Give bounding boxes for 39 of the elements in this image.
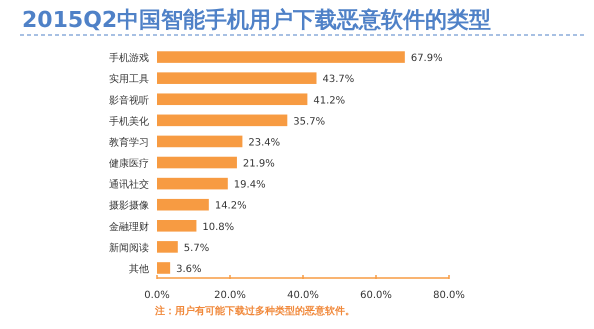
y-tick-label: 通讯社交 — [109, 178, 149, 191]
bar — [157, 93, 308, 106]
x-tick-label: 80.0% — [433, 290, 465, 301]
y-tick-label: 教育学习 — [109, 136, 149, 148]
x-tick-label: 0.0% — [144, 290, 170, 301]
bar — [157, 198, 209, 211]
data-label: 10.8% — [202, 222, 234, 233]
y-tick-label: 其他 — [129, 262, 149, 275]
y-tick-label: 健康医疗 — [109, 158, 149, 170]
y-tick-label: 手机游戏 — [109, 52, 149, 64]
data-label: 23.4% — [248, 137, 280, 148]
data-label: 35.7% — [293, 116, 326, 128]
bar — [157, 241, 178, 253]
x-tick-label: 60.0% — [360, 290, 392, 301]
data-label: 19.4% — [234, 180, 266, 191]
x-tick-label: 20.0% — [214, 290, 246, 301]
y-tick-label: 新闻阅读 — [109, 242, 149, 254]
data-label: 43.7% — [322, 74, 354, 86]
y-tick-label: 手机美化 — [109, 115, 149, 128]
bar — [157, 178, 228, 190]
chart-title: 2015Q2中国智能手机用户下载恶意软件的类型 — [22, 7, 492, 33]
data-label: 3.6% — [176, 264, 202, 275]
y-tick-label: 金融理财 — [109, 220, 149, 233]
data-label: 21.9% — [242, 158, 275, 170]
data-label: 14.2% — [214, 200, 247, 212]
y-tick-label: 影音视听 — [109, 94, 149, 106]
data-label: 41.2% — [313, 95, 346, 106]
x-tick-label: 40.0% — [287, 290, 319, 301]
bar — [157, 220, 196, 232]
bar — [157, 72, 317, 84]
text: 注：用户有可能下载过多种类型的恶意软件。 — [154, 305, 355, 317]
y-tick-label: 实用工具 — [109, 73, 149, 86]
data-label: 5.7% — [184, 242, 210, 254]
bar — [157, 136, 242, 148]
bar — [157, 156, 237, 168]
y-tick-label: 摄影摄像 — [109, 200, 149, 212]
bar — [157, 114, 288, 126]
bar — [157, 51, 405, 63]
data-label: 67.9% — [410, 53, 443, 64]
